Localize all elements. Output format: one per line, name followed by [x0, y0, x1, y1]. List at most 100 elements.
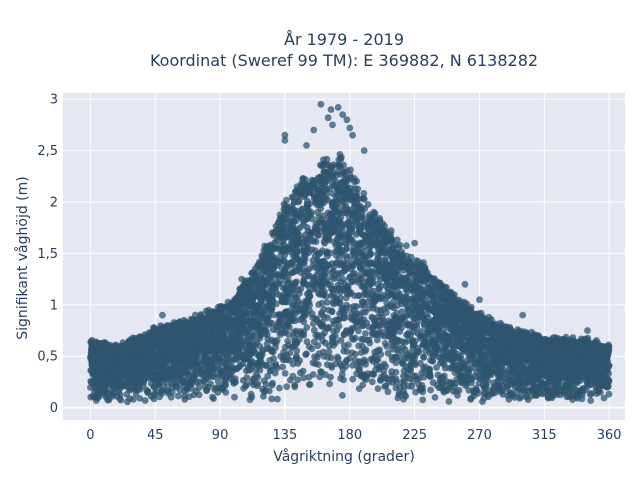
data-point	[314, 225, 322, 232]
data-point	[310, 326, 318, 334]
data-point	[355, 278, 362, 286]
data-point	[343, 245, 350, 253]
data-point	[357, 316, 365, 324]
data-point	[329, 175, 337, 183]
data-point	[440, 325, 448, 333]
data-point	[394, 348, 402, 355]
data-point	[340, 347, 348, 355]
data-point	[364, 201, 372, 208]
data-point	[398, 308, 406, 315]
data-point	[486, 317, 494, 325]
data-point	[381, 332, 389, 340]
data-point	[288, 258, 296, 266]
data-point	[412, 321, 420, 329]
data-point	[274, 270, 281, 278]
data-point	[283, 261, 290, 269]
data-point	[296, 290, 303, 297]
data-point	[445, 398, 453, 405]
data-point	[289, 360, 297, 368]
data-point	[268, 395, 276, 403]
data-point	[305, 343, 313, 350]
data-point	[404, 306, 412, 314]
data-point	[446, 335, 454, 342]
data-point	[452, 317, 460, 325]
data-point	[329, 190, 337, 198]
data-point	[262, 387, 269, 394]
data-point	[538, 390, 546, 398]
data-point	[371, 317, 378, 325]
data-point	[326, 380, 333, 388]
data-point	[292, 354, 300, 362]
data-point	[300, 374, 307, 382]
data-point	[605, 390, 613, 398]
data-point	[141, 397, 149, 404]
data-point	[338, 362, 345, 370]
data-point	[402, 293, 410, 301]
data-point	[375, 322, 383, 330]
data-point	[447, 379, 454, 386]
data-point	[335, 254, 343, 262]
data-point	[369, 331, 377, 339]
data-point	[574, 394, 582, 402]
data-point	[526, 367, 534, 375]
data-point	[431, 394, 439, 401]
data-point	[403, 312, 411, 319]
data-point	[360, 291, 368, 299]
data-point	[381, 383, 389, 390]
data-point	[417, 359, 424, 367]
data-point	[315, 214, 323, 221]
data-point	[339, 207, 346, 215]
data-point	[429, 379, 437, 387]
data-point	[373, 336, 381, 344]
data-point	[309, 262, 317, 269]
data-point	[380, 360, 388, 368]
data-point	[304, 202, 311, 210]
data-point	[368, 378, 376, 386]
data-point	[362, 330, 369, 337]
data-point	[524, 396, 532, 403]
data-point	[600, 394, 608, 402]
data-point	[395, 391, 403, 399]
data-point	[345, 341, 352, 349]
data-point	[327, 373, 334, 381]
data-point	[203, 387, 211, 395]
data-point	[384, 388, 392, 396]
data-point	[538, 384, 546, 391]
data-point	[270, 355, 277, 362]
data-point	[320, 156, 327, 164]
data-point	[605, 343, 613, 350]
data-point	[332, 299, 339, 307]
data-point	[355, 292, 362, 299]
data-point	[232, 351, 240, 359]
data-point	[587, 397, 595, 404]
data-point	[222, 323, 230, 330]
data-point	[283, 383, 291, 391]
data-point	[284, 341, 292, 349]
data-point	[320, 348, 327, 356]
data-point	[517, 378, 525, 386]
data-point	[254, 380, 262, 387]
data-point	[318, 273, 326, 280]
data-point	[544, 393, 552, 401]
data-point	[434, 289, 442, 297]
data-point	[281, 267, 288, 275]
data-point	[258, 351, 266, 358]
data-point	[324, 353, 332, 361]
data-point	[289, 372, 297, 380]
data-point	[339, 392, 346, 399]
data-point	[231, 393, 238, 401]
data-point	[325, 348, 333, 356]
data-point	[294, 376, 302, 384]
data-points	[87, 100, 613, 406]
data-point	[346, 355, 353, 362]
data-point	[359, 342, 366, 350]
data-point	[136, 395, 144, 402]
data-point	[369, 323, 377, 331]
data-point	[454, 392, 461, 399]
data-point	[419, 396, 427, 404]
data-point	[369, 370, 377, 378]
data-point	[523, 353, 531, 361]
data-point	[384, 349, 392, 357]
data-point	[317, 368, 325, 375]
